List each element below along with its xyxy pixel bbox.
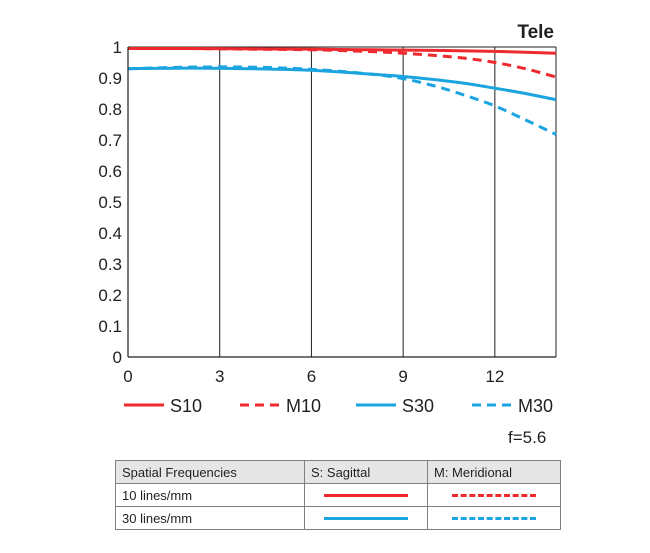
table-header-row: Spatial Frequencies S: Sagittal M: Merid…	[115, 460, 561, 484]
y-tick-label: 0.4	[98, 224, 122, 243]
x-tick-label: 0	[123, 367, 132, 386]
y-tick-label: 0.7	[98, 131, 122, 150]
y-tick-label: 0	[113, 348, 122, 367]
y-tick-label: 0.6	[98, 162, 122, 181]
x-tick-label: 6	[307, 367, 316, 386]
table-row: 10 lines/mm	[115, 483, 561, 507]
series-line-m30	[127, 65, 557, 136]
header-sagittal: S: Sagittal	[304, 460, 428, 484]
swatch-cell-s10	[304, 483, 428, 507]
frequency-legend-table: Spatial Frequencies S: Sagittal M: Merid…	[115, 460, 561, 530]
chart-title: Tele	[517, 22, 554, 43]
aperture-label: f=5.6	[508, 428, 547, 447]
header-spatial-frequencies: Spatial Frequencies	[115, 460, 305, 484]
legend: S10 M10 S30 M30	[124, 396, 553, 416]
x-tick-label: 9	[398, 367, 407, 386]
x-tick-label: 12	[485, 367, 504, 386]
swatch-s30	[324, 516, 408, 520]
series-line-s30	[127, 66, 557, 102]
y-tick-label: 0.2	[98, 286, 122, 305]
swatch-m30	[452, 516, 536, 520]
swatch-cell-m30	[427, 506, 561, 530]
mtf-chart: 0 3 6 9 12 0 0.1 0.2 0.3 0.4 0.5 0.6 0.7 0.8 0.9 1 S10 M…	[98, 22, 557, 416]
legend-label-m30: M30	[518, 396, 553, 416]
grid-layer	[128, 46, 557, 357]
swatch-cell-m10	[427, 483, 561, 507]
axis-layer: 0 3 6 9 12 0 0.1 0.2 0.3 0.4 0.5 0.6 0.7 0.8 0.9 1	[98, 38, 556, 386]
y-tick-label: 1	[113, 38, 122, 57]
row-label-30: 30 lines/mm	[115, 506, 305, 530]
legend-label-m10: M10	[286, 396, 321, 416]
legend-label-s30: S30	[402, 396, 434, 416]
y-tick-label: 0.3	[98, 255, 122, 274]
table-row: 30 lines/mm	[115, 506, 561, 530]
x-tick-label: 3	[215, 367, 224, 386]
y-tick-label: 0.1	[98, 317, 122, 336]
swatch-m10	[452, 493, 536, 497]
swatch-cell-s30	[304, 506, 428, 530]
row-label-10: 10 lines/mm	[115, 483, 305, 507]
swatch-s10	[324, 493, 408, 497]
header-meridional: M: Meridional	[427, 460, 561, 484]
series-line-m10	[127, 47, 557, 79]
y-tick-label: 0.5	[98, 193, 122, 212]
series-layer	[127, 47, 557, 136]
legend-label-s10: S10	[170, 396, 202, 416]
y-tick-label: 0.8	[98, 100, 122, 119]
y-tick-label: 0.9	[98, 69, 122, 88]
